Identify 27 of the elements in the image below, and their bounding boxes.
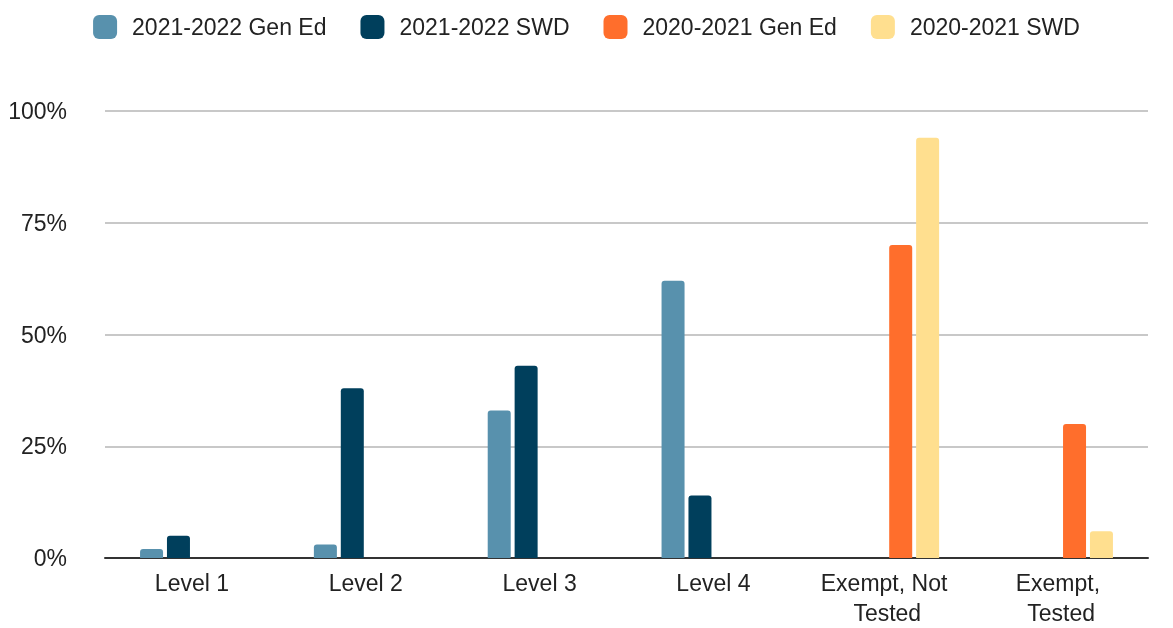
legend-label: 2020-2021 SWD bbox=[909, 14, 1080, 40]
bar bbox=[661, 280, 685, 558]
bar bbox=[166, 535, 190, 558]
x-tick-label: Exempt, Not Tested bbox=[820, 570, 954, 626]
y-tick-label: 0% bbox=[33, 545, 67, 571]
y-tick-label: 75% bbox=[20, 209, 67, 236]
bar bbox=[916, 137, 940, 558]
bar bbox=[140, 549, 164, 558]
bar bbox=[487, 410, 511, 558]
bar bbox=[1089, 531, 1113, 558]
y-tick-label: 50% bbox=[20, 321, 67, 348]
x-tick-label: Level 1 bbox=[154, 570, 229, 596]
bar bbox=[889, 245, 913, 558]
bar bbox=[1063, 423, 1087, 558]
legend-label: 2021-2022 Gen Ed bbox=[132, 14, 327, 40]
y-tick-label: 25% bbox=[20, 433, 67, 460]
bar bbox=[313, 544, 337, 558]
bar bbox=[514, 365, 538, 558]
x-tick-label: Level 3 bbox=[502, 570, 577, 596]
legend-label: 2021-2022 SWD bbox=[399, 14, 570, 40]
y-tick-label: 100% bbox=[8, 98, 67, 124]
bar bbox=[340, 388, 364, 558]
x-tick-label: Level 4 bbox=[676, 570, 751, 596]
legend-label: 2020-2021 Gen Ed bbox=[642, 14, 837, 40]
x-tick-label: Level 2 bbox=[328, 570, 403, 596]
x-tick-label: Exempt, Tested bbox=[1015, 570, 1107, 626]
bar bbox=[688, 495, 712, 558]
